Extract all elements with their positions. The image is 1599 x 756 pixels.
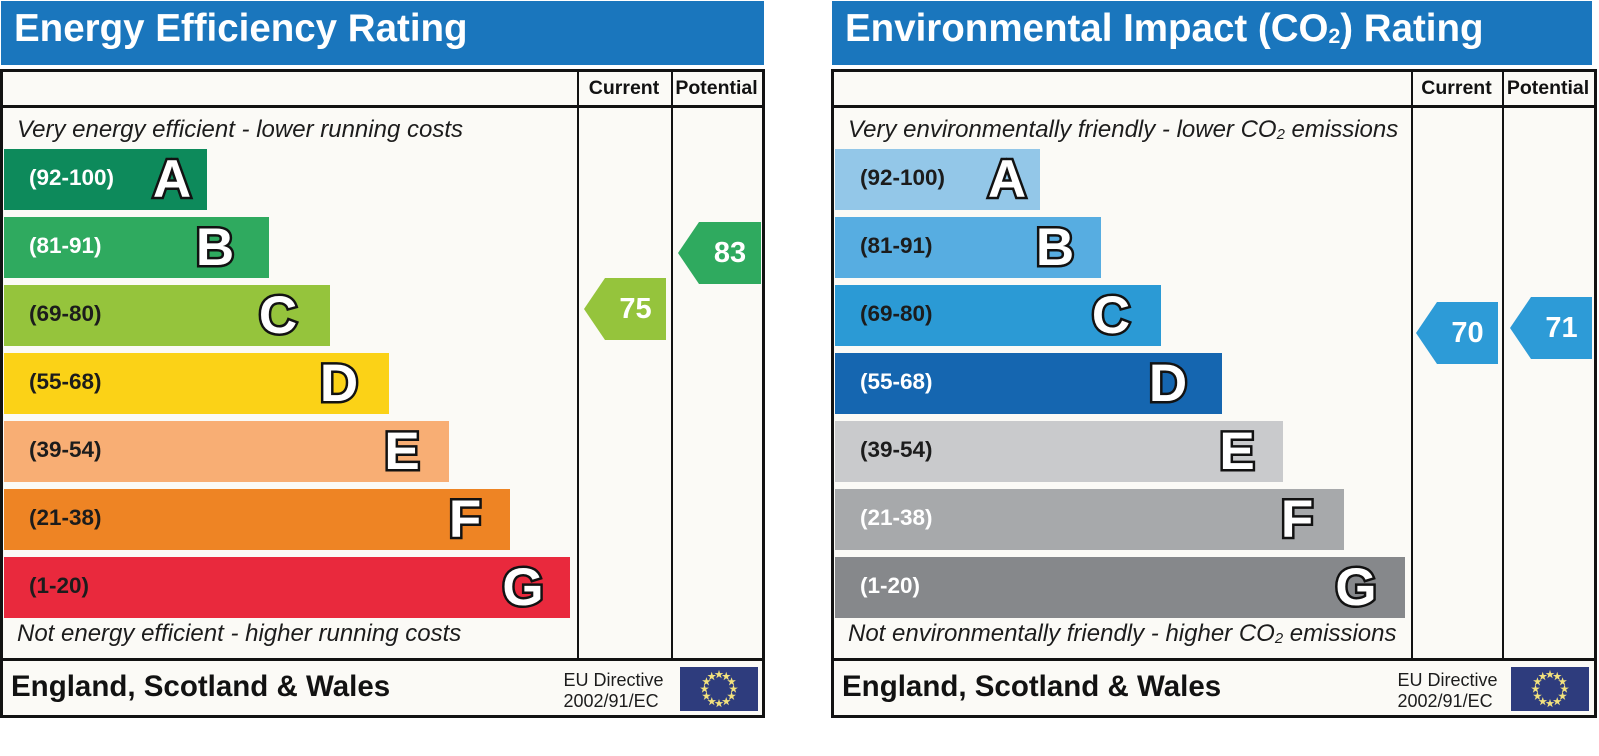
svg-text:75: 75 [619,293,651,325]
svg-text:70: 70 [1451,317,1483,349]
svg-text:83: 83 [714,237,746,269]
svg-text:71: 71 [1545,312,1577,344]
